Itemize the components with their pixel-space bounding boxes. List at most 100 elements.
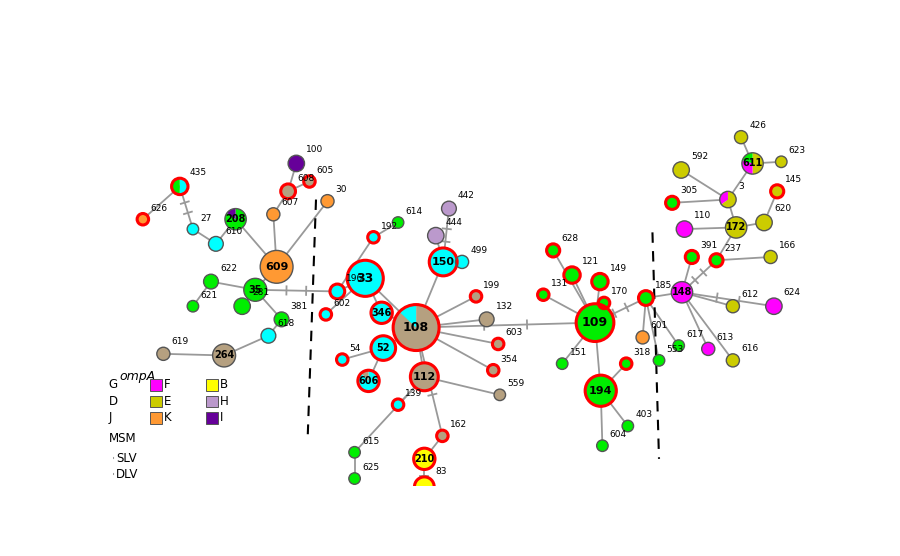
Circle shape bbox=[234, 298, 250, 315]
Circle shape bbox=[209, 236, 223, 251]
Wedge shape bbox=[393, 305, 439, 350]
Text: 442: 442 bbox=[458, 191, 475, 200]
Text: 426: 426 bbox=[750, 121, 766, 130]
Text: 553: 553 bbox=[666, 345, 684, 354]
Text: 620: 620 bbox=[774, 205, 791, 214]
Text: 148: 148 bbox=[671, 287, 692, 297]
Text: 121: 121 bbox=[582, 257, 599, 266]
Text: 623: 623 bbox=[788, 146, 806, 155]
Text: 602: 602 bbox=[333, 299, 350, 308]
Circle shape bbox=[471, 291, 482, 302]
Text: 559: 559 bbox=[508, 379, 525, 388]
Text: 108: 108 bbox=[403, 321, 429, 334]
Text: 151: 151 bbox=[570, 348, 587, 357]
Circle shape bbox=[244, 279, 266, 301]
Circle shape bbox=[480, 312, 494, 327]
Circle shape bbox=[710, 254, 723, 267]
Circle shape bbox=[337, 354, 348, 365]
Circle shape bbox=[776, 156, 787, 167]
Text: 3: 3 bbox=[738, 181, 743, 191]
Text: 166: 166 bbox=[778, 241, 796, 250]
Circle shape bbox=[392, 217, 404, 229]
Circle shape bbox=[368, 231, 379, 243]
Circle shape bbox=[756, 214, 772, 231]
Text: K: K bbox=[164, 411, 172, 424]
Circle shape bbox=[726, 300, 740, 313]
Text: 618: 618 bbox=[277, 319, 294, 327]
Circle shape bbox=[673, 162, 689, 178]
Circle shape bbox=[702, 342, 715, 355]
Text: 35: 35 bbox=[248, 285, 262, 295]
Text: 611: 611 bbox=[742, 158, 762, 168]
Text: 145: 145 bbox=[786, 175, 803, 184]
Text: 628: 628 bbox=[562, 234, 579, 243]
Circle shape bbox=[436, 430, 448, 441]
Wedge shape bbox=[400, 305, 416, 327]
Text: 139: 139 bbox=[405, 389, 423, 398]
Text: 346: 346 bbox=[372, 308, 392, 318]
Text: 149: 149 bbox=[610, 264, 627, 272]
Text: 100: 100 bbox=[306, 146, 323, 155]
Bar bbox=[206, 396, 218, 407]
Text: 264: 264 bbox=[214, 350, 234, 360]
Circle shape bbox=[281, 184, 295, 198]
Circle shape bbox=[770, 185, 784, 198]
Text: 208: 208 bbox=[225, 214, 246, 224]
Wedge shape bbox=[180, 178, 188, 195]
Wedge shape bbox=[361, 370, 368, 381]
Circle shape bbox=[620, 358, 632, 369]
Circle shape bbox=[428, 227, 444, 244]
Circle shape bbox=[303, 176, 315, 187]
Text: 210: 210 bbox=[414, 454, 435, 464]
Text: J: J bbox=[108, 411, 112, 424]
Text: 608: 608 bbox=[297, 174, 314, 183]
Text: 381: 381 bbox=[291, 302, 308, 311]
Text: G: G bbox=[108, 379, 118, 391]
Text: 170: 170 bbox=[611, 287, 629, 296]
Circle shape bbox=[429, 248, 457, 276]
Circle shape bbox=[321, 195, 334, 208]
Text: 185: 185 bbox=[655, 281, 672, 290]
Text: DLV: DLV bbox=[116, 468, 139, 481]
Circle shape bbox=[576, 304, 614, 341]
Circle shape bbox=[597, 440, 608, 451]
Circle shape bbox=[274, 312, 289, 327]
Circle shape bbox=[492, 338, 504, 350]
Bar bbox=[150, 396, 162, 407]
Text: 617: 617 bbox=[686, 330, 703, 339]
Circle shape bbox=[622, 420, 634, 432]
Circle shape bbox=[212, 344, 236, 367]
Bar bbox=[94, 396, 106, 407]
Wedge shape bbox=[752, 153, 763, 174]
Text: 624: 624 bbox=[784, 288, 801, 297]
Text: 605: 605 bbox=[317, 166, 334, 175]
Text: 162: 162 bbox=[450, 420, 467, 429]
Text: 622: 622 bbox=[220, 265, 237, 274]
Circle shape bbox=[494, 389, 506, 400]
Circle shape bbox=[347, 260, 383, 296]
Circle shape bbox=[266, 208, 280, 221]
Circle shape bbox=[371, 336, 396, 360]
Text: 131: 131 bbox=[551, 279, 568, 288]
Circle shape bbox=[546, 244, 560, 257]
Circle shape bbox=[666, 196, 679, 210]
Circle shape bbox=[585, 375, 616, 406]
Bar bbox=[150, 379, 162, 391]
Text: 112: 112 bbox=[413, 372, 436, 382]
Circle shape bbox=[676, 221, 693, 237]
Circle shape bbox=[415, 477, 434, 497]
Text: 435: 435 bbox=[190, 168, 207, 177]
Circle shape bbox=[638, 291, 653, 305]
Text: 444: 444 bbox=[446, 217, 463, 227]
Text: 192: 192 bbox=[381, 222, 398, 231]
Text: E: E bbox=[164, 395, 172, 408]
Circle shape bbox=[537, 289, 549, 300]
Circle shape bbox=[764, 250, 778, 264]
Circle shape bbox=[410, 363, 438, 391]
Circle shape bbox=[673, 340, 684, 351]
Text: 196: 196 bbox=[346, 274, 364, 283]
Circle shape bbox=[671, 281, 693, 303]
Text: 391: 391 bbox=[700, 241, 717, 250]
Text: 603: 603 bbox=[506, 329, 523, 337]
Text: 132: 132 bbox=[496, 302, 513, 311]
